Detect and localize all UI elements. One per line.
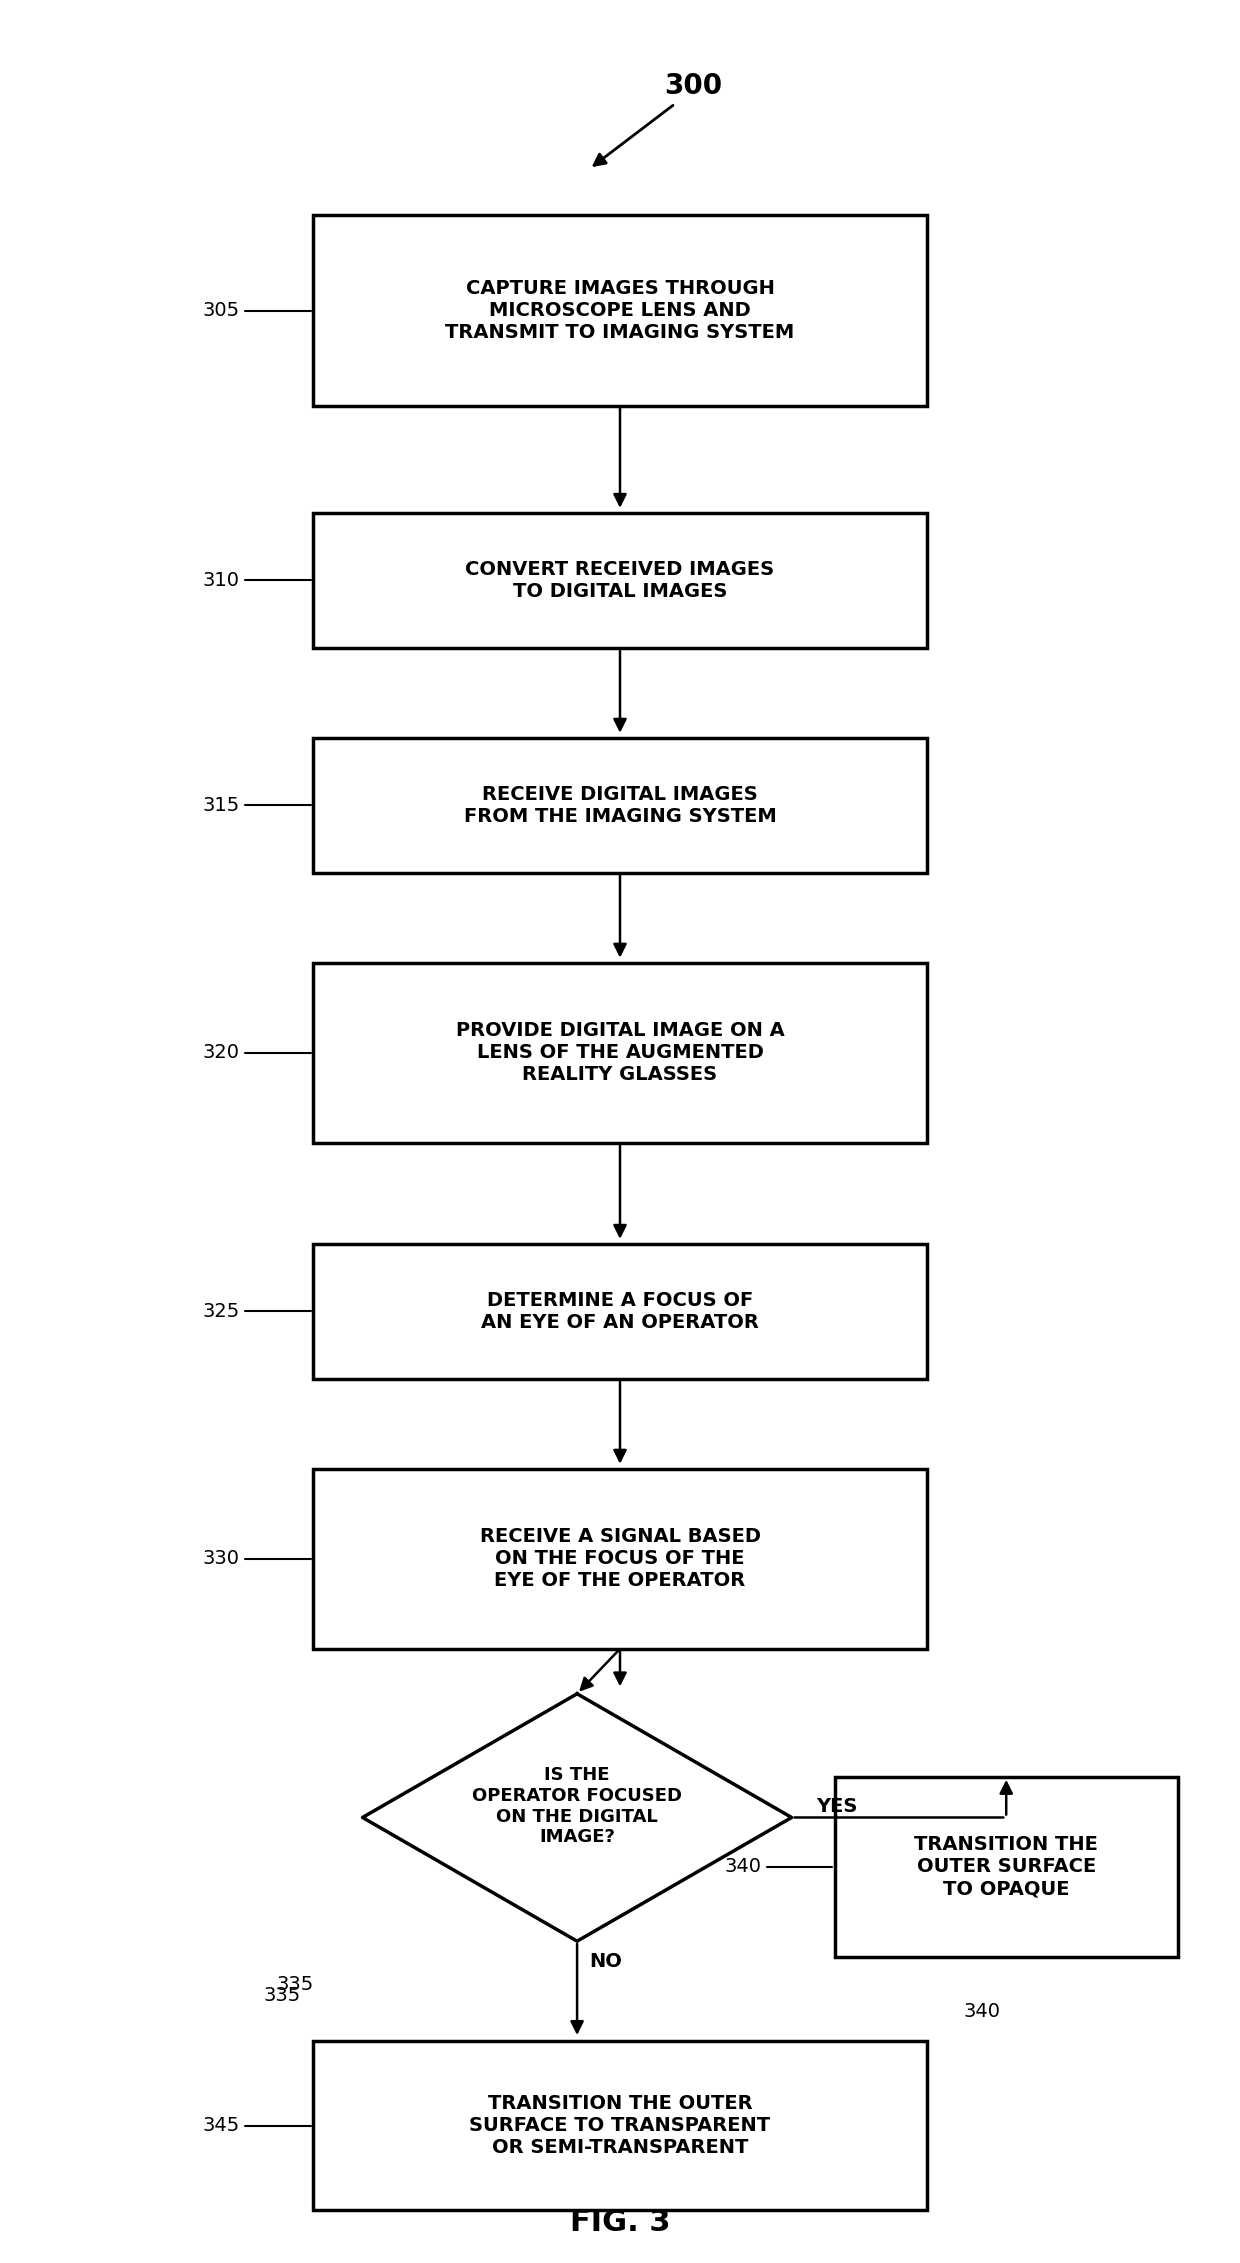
Text: 340: 340 [724, 1858, 832, 1876]
Text: 315: 315 [202, 797, 311, 815]
FancyBboxPatch shape [314, 215, 926, 405]
FancyBboxPatch shape [835, 1776, 1178, 1957]
Text: PROVIDE DIGITAL IMAGE ON A
LENS OF THE AUGMENTED
REALITY GLASSES: PROVIDE DIGITAL IMAGE ON A LENS OF THE A… [455, 1021, 785, 1084]
Text: 340: 340 [963, 2003, 1001, 2021]
Text: RECEIVE A SIGNAL BASED
ON THE FOCUS OF THE
EYE OF THE OPERATOR: RECEIVE A SIGNAL BASED ON THE FOCUS OF T… [480, 1528, 760, 1591]
FancyBboxPatch shape [314, 1245, 926, 1378]
Text: IS THE
OPERATOR FOCUSED
ON THE DIGITAL
IMAGE?: IS THE OPERATOR FOCUSED ON THE DIGITAL I… [472, 1765, 682, 1847]
Text: 335: 335 [264, 1987, 301, 2005]
Text: CONVERT RECEIVED IMAGES
TO DIGITAL IMAGES: CONVERT RECEIVED IMAGES TO DIGITAL IMAGE… [465, 559, 775, 602]
Text: TRANSITION THE OUTER
SURFACE TO TRANSPARENT
OR SEMI-TRANSPARENT: TRANSITION THE OUTER SURFACE TO TRANSPAR… [470, 2093, 770, 2157]
FancyBboxPatch shape [314, 738, 926, 874]
Text: 335: 335 [277, 1976, 314, 1994]
Text: 330: 330 [203, 1550, 311, 1568]
Text: NO: NO [589, 1953, 622, 1971]
FancyBboxPatch shape [314, 962, 926, 1143]
Text: DETERMINE A FOCUS OF
AN EYE OF AN OPERATOR: DETERMINE A FOCUS OF AN EYE OF AN OPERAT… [481, 1290, 759, 1333]
Text: YES: YES [816, 1797, 858, 1815]
Text: 310: 310 [203, 570, 311, 591]
FancyBboxPatch shape [314, 514, 926, 647]
Text: 320: 320 [203, 1043, 311, 1061]
Text: 305: 305 [203, 301, 311, 319]
Text: TRANSITION THE
OUTER SURFACE
TO OPAQUE: TRANSITION THE OUTER SURFACE TO OPAQUE [914, 1835, 1099, 1899]
Text: RECEIVE DIGITAL IMAGES
FROM THE IMAGING SYSTEM: RECEIVE DIGITAL IMAGES FROM THE IMAGING … [464, 785, 776, 826]
Text: 325: 325 [202, 1301, 311, 1322]
FancyBboxPatch shape [314, 2041, 926, 2211]
Polygon shape [362, 1693, 791, 1942]
Text: 300: 300 [665, 72, 723, 100]
Text: CAPTURE IMAGES THROUGH
MICROSCOPE LENS AND
TRANSMIT TO IMAGING SYSTEM: CAPTURE IMAGES THROUGH MICROSCOPE LENS A… [445, 278, 795, 342]
FancyBboxPatch shape [314, 1469, 926, 1650]
Text: 345: 345 [202, 2116, 311, 2134]
Text: FIG. 3: FIG. 3 [569, 2209, 671, 2236]
